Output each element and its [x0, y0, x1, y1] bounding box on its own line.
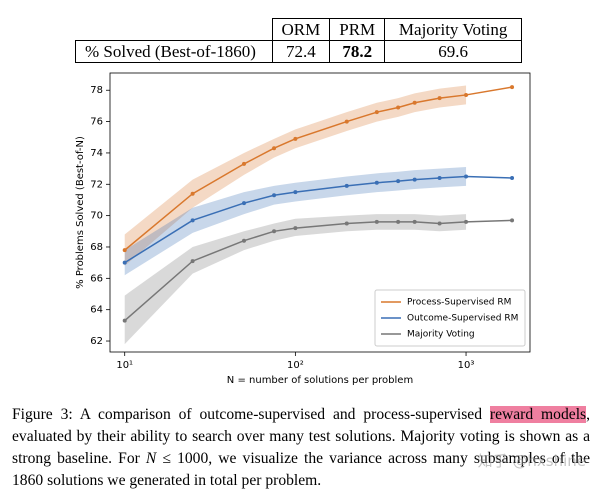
watermark: 知乎 @hxshine — [477, 452, 586, 470]
y-tick-label: 62 — [90, 336, 103, 347]
row-label: % Solved (Best-of-1860) — [75, 40, 273, 63]
data-point — [510, 85, 515, 90]
data-point — [272, 229, 277, 234]
results-table: ORM PRM Majority Voting % Solved (Best-o… — [75, 18, 523, 63]
data-point — [396, 219, 401, 224]
data-point — [396, 179, 401, 184]
data-point — [374, 180, 379, 185]
data-point — [437, 176, 442, 181]
caption: Figure 3: A comparison of outcome-superv… — [12, 404, 590, 492]
plot-frame — [109, 72, 531, 353]
cell: 69.6 — [384, 40, 523, 63]
data-point — [122, 318, 127, 323]
data-point — [190, 259, 195, 264]
header-cell: ORM — [271, 18, 331, 41]
data-point — [190, 218, 195, 223]
data-point — [412, 177, 417, 182]
data-point — [374, 219, 379, 224]
data-point — [242, 238, 247, 243]
data-point — [344, 221, 349, 226]
caption-text: ≤ 1000, we visualize the variance across… — [12, 450, 590, 489]
cell: 72.4 — [271, 40, 331, 63]
caption-text: Figure 3: A comparison of outcome-superv… — [12, 406, 490, 423]
y-tick-label: 78 — [90, 85, 103, 96]
legend-label: Outcome-Supervised RM — [407, 314, 518, 324]
caption-text: , evaluated by their ability to search o… — [12, 406, 591, 467]
header-row: ORM PRM Majority Voting — [75, 18, 523, 41]
data-point — [344, 119, 349, 124]
y-tick-label: 66 — [90, 273, 103, 284]
data-point — [510, 176, 515, 181]
confidence-band — [124, 85, 467, 266]
data-point — [190, 191, 195, 196]
highlight: reward models — [489, 406, 587, 423]
x-axis-label: N = number of solutions per problem — [227, 375, 413, 386]
chart: 62 64 66 68 70 72 74 76 78 10¹ 10² 10³ N = number of… — [75, 72, 531, 386]
data-point — [272, 146, 277, 151]
corner-cell — [75, 18, 273, 41]
data-point — [293, 190, 298, 195]
series-line — [124, 175, 513, 264]
data-point — [464, 92, 469, 97]
series-line — [124, 86, 513, 251]
legend-label: Majority Voting — [407, 330, 475, 340]
data-point — [293, 226, 298, 231]
confidence-band — [124, 214, 467, 345]
y-tick-label: 74 — [90, 148, 103, 159]
math: N — [145, 450, 157, 467]
y-tick-label: 76 — [90, 117, 103, 128]
data-point — [344, 183, 349, 188]
y-tick-label: 70 — [90, 211, 103, 222]
x-tick-label: 10² — [287, 360, 304, 371]
y-tick-label: 64 — [90, 305, 103, 316]
x-tick-label: 10¹ — [116, 360, 133, 371]
data-point — [437, 96, 442, 101]
legend-box — [374, 289, 526, 347]
data-point — [412, 100, 417, 105]
data-point — [412, 219, 417, 224]
data-point — [396, 105, 401, 110]
y-tick-label: 68 — [90, 242, 103, 253]
series-line — [124, 219, 513, 322]
x-tick-label: 10³ — [458, 360, 475, 371]
data-point — [242, 161, 247, 166]
data-point — [437, 221, 442, 226]
data-point — [242, 201, 247, 206]
data-point — [510, 218, 515, 223]
data-point — [293, 136, 298, 141]
y-axis-label: % Problems Solved (Best-of-N) — [75, 136, 86, 289]
header-cell: Majority Voting — [384, 18, 523, 41]
data-point — [374, 110, 379, 115]
data-point — [122, 248, 127, 253]
y-tick-label: 72 — [90, 179, 103, 190]
data-row: % Solved (Best-of-1860) 72.4 78.2 69.6 — [75, 40, 523, 63]
data-point — [464, 174, 469, 179]
header-cell: PRM — [329, 18, 386, 41]
data-point — [122, 260, 127, 265]
cell: 78.2 — [329, 40, 386, 63]
data-point — [464, 219, 469, 224]
data-point — [272, 193, 277, 198]
legend-label: Process-Supervised RM — [407, 298, 511, 308]
